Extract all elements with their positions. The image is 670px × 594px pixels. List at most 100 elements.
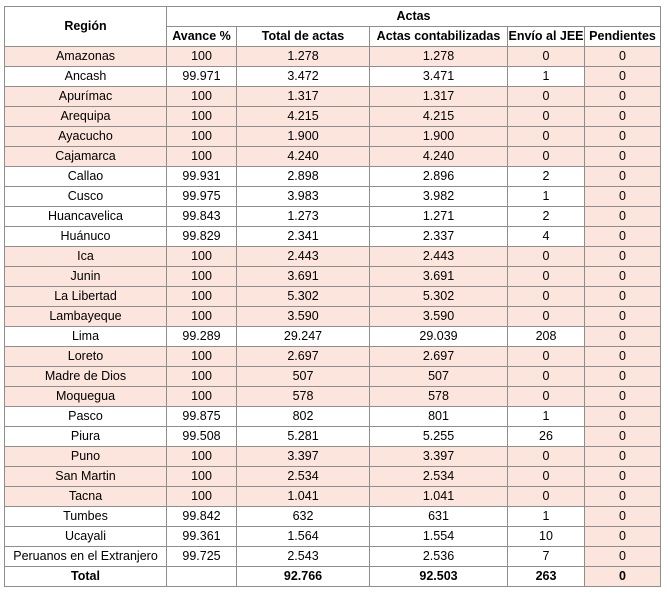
cell-pendientes: 0 — [584, 266, 661, 287]
cell-envio: 26 — [507, 426, 585, 447]
total-pendientes: 0 — [584, 566, 661, 587]
cell-pendientes: 0 — [584, 546, 661, 567]
cell-total-actas: 2.443 — [236, 246, 370, 267]
cell-avance: 100 — [166, 266, 237, 287]
cell-contabilizadas: 4.215 — [369, 106, 508, 127]
cell-contabilizadas: 3.691 — [369, 266, 508, 287]
cell-avance: 100 — [166, 86, 237, 107]
cell-region: Cusco — [4, 186, 167, 207]
table-row: Madre de Dios 100 507 507 0 0 — [4, 366, 661, 387]
cell-total-actas: 3.691 — [236, 266, 370, 287]
cell-total-actas: 3.590 — [236, 306, 370, 327]
header-actas: Actas — [166, 6, 661, 27]
cell-region: San Martin — [4, 466, 167, 487]
cell-pendientes: 0 — [584, 386, 661, 407]
cell-avance: 100 — [166, 146, 237, 167]
cell-pendientes: 0 — [584, 206, 661, 227]
cell-envio: 0 — [507, 346, 585, 367]
cell-envio: 208 — [507, 326, 585, 347]
cell-region: Ayacucho — [4, 126, 167, 147]
cell-envio: 0 — [507, 86, 585, 107]
table-row: Lambayeque 100 3.590 3.590 0 0 — [4, 306, 661, 327]
cell-contabilizadas: 29.039 — [369, 326, 508, 347]
cell-avance: 99.361 — [166, 526, 237, 547]
cell-region: Ancash — [4, 66, 167, 87]
cell-contabilizadas: 1.271 — [369, 206, 508, 227]
cell-avance: 99.842 — [166, 506, 237, 527]
cell-region: Callao — [4, 166, 167, 187]
cell-pendientes: 0 — [584, 366, 661, 387]
cell-region: Ica — [4, 246, 167, 267]
total-avance-cell — [166, 566, 237, 587]
table-row: Loreto 100 2.697 2.697 0 0 — [4, 346, 661, 367]
cell-total-actas: 5.302 — [236, 286, 370, 307]
cell-total-actas: 3.472 — [236, 66, 370, 87]
table-row: Ucayali 99.361 1.564 1.554 10 0 — [4, 526, 661, 547]
header-avance: Avance % — [166, 26, 237, 47]
cell-contabilizadas: 631 — [369, 506, 508, 527]
cell-region: Huánuco — [4, 226, 167, 247]
cell-contabilizadas: 1.317 — [369, 86, 508, 107]
table-row: Ayacucho 100 1.900 1.900 0 0 — [4, 126, 661, 147]
cell-envio: 2 — [507, 166, 585, 187]
cell-avance: 99.843 — [166, 206, 237, 227]
cell-region: Arequipa — [4, 106, 167, 127]
cell-region: Madre de Dios — [4, 366, 167, 387]
cell-envio: 0 — [507, 486, 585, 507]
table-row: Cajamarca 100 4.240 4.240 0 0 — [4, 146, 661, 167]
cell-total-actas: 1.041 — [236, 486, 370, 507]
cell-total-actas: 1.900 — [236, 126, 370, 147]
cell-contabilizadas: 2.337 — [369, 226, 508, 247]
table-row: Cusco 99.975 3.983 3.982 1 0 — [4, 186, 661, 207]
cell-pendientes: 0 — [584, 286, 661, 307]
cell-avance: 99.508 — [166, 426, 237, 447]
table-row: Ica 100 2.443 2.443 0 0 — [4, 246, 661, 267]
cell-avance: 100 — [166, 466, 237, 487]
cell-pendientes: 0 — [584, 166, 661, 187]
table-row: San Martin 100 2.534 2.534 0 0 — [4, 466, 661, 487]
cell-avance: 99.875 — [166, 406, 237, 427]
cell-envio: 0 — [507, 286, 585, 307]
cell-pendientes: 0 — [584, 446, 661, 467]
cell-avance: 100 — [166, 286, 237, 307]
table-row: Moquegua 100 578 578 0 0 — [4, 386, 661, 407]
cell-contabilizadas: 1.554 — [369, 526, 508, 547]
cell-avance: 100 — [166, 246, 237, 267]
cell-total-actas: 2.341 — [236, 226, 370, 247]
cell-region: Lima — [4, 326, 167, 347]
cell-pendientes: 0 — [584, 506, 661, 527]
cell-region: Peruanos en el Extranjero — [4, 546, 167, 567]
cell-envio: 0 — [507, 446, 585, 467]
table-row: Amazonas 100 1.278 1.278 0 0 — [4, 46, 661, 67]
cell-envio: 0 — [507, 146, 585, 167]
cell-envio: 1 — [507, 186, 585, 207]
cell-region: Junin — [4, 266, 167, 287]
cell-envio: 0 — [507, 46, 585, 67]
cell-contabilizadas: 3.397 — [369, 446, 508, 467]
table-row: Huánuco 99.829 2.341 2.337 4 0 — [4, 226, 661, 247]
cell-region: Tacna — [4, 486, 167, 507]
table-row: Lima 99.289 29.247 29.039 208 0 — [4, 326, 661, 347]
cell-total-actas: 802 — [236, 406, 370, 427]
cell-avance: 100 — [166, 366, 237, 387]
cell-total-actas: 578 — [236, 386, 370, 407]
cell-region: Apurímac — [4, 86, 167, 107]
table-row: Ancash 99.971 3.472 3.471 1 0 — [4, 66, 661, 87]
cell-envio: 0 — [507, 366, 585, 387]
total-envio: 263 — [507, 566, 585, 587]
cell-total-actas: 4.240 — [236, 146, 370, 167]
cell-envio: 0 — [507, 306, 585, 327]
cell-contabilizadas: 3.471 — [369, 66, 508, 87]
cell-region: Pasco — [4, 406, 167, 427]
cell-pendientes: 0 — [584, 226, 661, 247]
cell-pendientes: 0 — [584, 466, 661, 487]
cell-pendientes: 0 — [584, 246, 661, 267]
cell-region: Loreto — [4, 346, 167, 367]
cell-region: Amazonas — [4, 46, 167, 67]
cell-pendientes: 0 — [584, 526, 661, 547]
table-row: Apurímac 100 1.317 1.317 0 0 — [4, 86, 661, 107]
cell-contabilizadas: 1.278 — [369, 46, 508, 67]
cell-pendientes: 0 — [584, 146, 661, 167]
header-envio: Envío al JEE — [507, 26, 585, 47]
header-pendientes: Pendientes — [584, 26, 661, 47]
